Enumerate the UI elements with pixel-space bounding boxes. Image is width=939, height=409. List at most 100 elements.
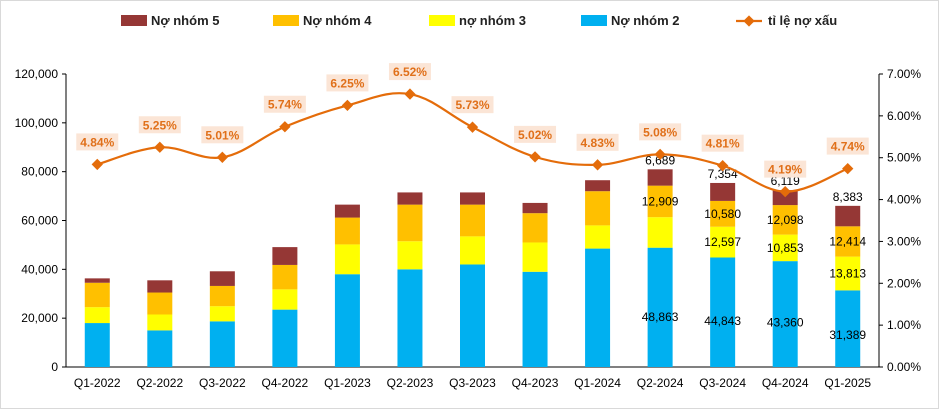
bar-segment (397, 269, 423, 367)
bar-segment (772, 190, 798, 206)
bar-segment (84, 307, 110, 324)
y-tick-label: 40,000 (21, 262, 58, 276)
bar-segment (334, 204, 360, 218)
rate-label: 4.83% (581, 136, 615, 150)
legend-label: Nợ nhóm 2 (611, 13, 679, 28)
bar-segment (522, 242, 548, 272)
bar-segment (710, 200, 736, 227)
bar-segment (522, 213, 548, 243)
legend-swatch (581, 15, 607, 26)
bar-segment (84, 323, 110, 367)
segment-value-label: 10,580 (704, 207, 741, 221)
bar-segment (209, 321, 235, 367)
bar-segment (772, 261, 798, 367)
legend-marker (743, 15, 755, 27)
y-tick-label: 100,000 (15, 116, 59, 130)
segment-value-label: 12,909 (642, 194, 679, 208)
segment-value-label: 6,119 (771, 174, 800, 188)
bar-segment (397, 204, 423, 242)
rate-label-box (451, 96, 494, 114)
segment-value-label: 12,597 (704, 235, 741, 249)
bar-segment (147, 280, 173, 293)
bar-segment (397, 192, 423, 205)
bar-segment (147, 330, 173, 367)
rate-label: 4.81% (706, 137, 740, 151)
rate-marker (842, 162, 854, 175)
rate-label-box (263, 95, 306, 113)
rate-label: 5.01% (205, 128, 239, 142)
rate-label: 6.25% (330, 76, 364, 90)
bar-segment (272, 264, 298, 290)
x-tick-label: Q2-2023 (387, 376, 434, 390)
rate-label-box (201, 126, 244, 144)
bar-segment (647, 217, 673, 248)
bar-segment (272, 309, 298, 367)
bar-segment (772, 205, 798, 235)
x-tick-label: Q3-2023 (449, 376, 496, 390)
bar-segment (585, 225, 611, 249)
rate-marker (404, 88, 416, 100)
bar-segment (460, 204, 485, 237)
segment-value-label: 8,383 (833, 190, 863, 204)
bar-segment (835, 226, 861, 257)
segment-value-label: 12,098 (767, 213, 804, 227)
rate-label-box (76, 133, 119, 151)
bar-segment (334, 244, 360, 275)
y-tick-label: 80,000 (21, 165, 58, 179)
rate-label: 5.08% (643, 125, 677, 139)
rate-label-box (576, 133, 619, 151)
rate-label-box (138, 116, 181, 134)
legend-swatch (273, 15, 299, 26)
x-tick-label: Q1-2025 (824, 376, 871, 390)
bar-segment (209, 306, 235, 322)
legend-swatch (429, 15, 455, 26)
bar-segment (460, 192, 485, 205)
y2-tick-label: 2.00% (887, 276, 921, 290)
bar-segment (272, 247, 298, 265)
rate-label-box (639, 123, 682, 141)
rate-marker (154, 141, 166, 153)
bar-segment (209, 285, 235, 307)
x-tick-label: Q1-2022 (74, 376, 121, 390)
legend-label: nợ nhóm 3 (459, 13, 526, 28)
bar-segment (522, 271, 548, 367)
rate-label-box (764, 160, 807, 178)
segment-value-label: 13,813 (829, 266, 866, 280)
bar-segment (710, 226, 736, 258)
rate-label: 4.84% (80, 135, 114, 149)
bar-segment (835, 290, 861, 367)
bar-segment (334, 217, 360, 245)
bar-segment (147, 314, 173, 331)
rate-label-box (826, 137, 869, 155)
rate-marker (591, 159, 604, 171)
x-tick-label: Q1-2023 (324, 376, 371, 390)
rate-marker (341, 99, 354, 112)
segment-value-label: 44,843 (704, 314, 741, 328)
y-tick-label: 20,000 (21, 311, 58, 325)
segment-value-label: 43,360 (767, 316, 804, 330)
rate-label: 4.19% (768, 163, 802, 177)
bar-segment (835, 256, 861, 291)
bar-segment (147, 292, 173, 315)
rate-marker (529, 151, 541, 163)
bar-segment (460, 264, 485, 367)
x-tick-label: Q1-2024 (574, 376, 621, 390)
segment-value-label: 48,863 (642, 310, 679, 324)
bar-segment (647, 247, 673, 367)
segment-value-label: 6,689 (645, 153, 675, 167)
x-tick-label: Q4-2022 (262, 376, 309, 390)
y2-tick-label: 5.00% (887, 151, 921, 165)
legend-label: Nợ nhóm 4 (303, 13, 372, 28)
rate-marker (654, 148, 666, 161)
rate-marker (716, 160, 729, 172)
rate-marker (779, 185, 791, 198)
rate-marker (91, 158, 103, 171)
x-tick-label: Q3-2022 (199, 376, 246, 390)
rate-label: 6.52% (393, 65, 427, 79)
rate-label: 5.74% (268, 98, 302, 112)
rate-label: 5.25% (143, 118, 177, 132)
y2-tick-label: 4.00% (887, 193, 921, 207)
bar-segment (772, 234, 798, 262)
bar-segment (710, 182, 736, 201)
y2-tick-label: 6.00% (887, 109, 921, 123)
